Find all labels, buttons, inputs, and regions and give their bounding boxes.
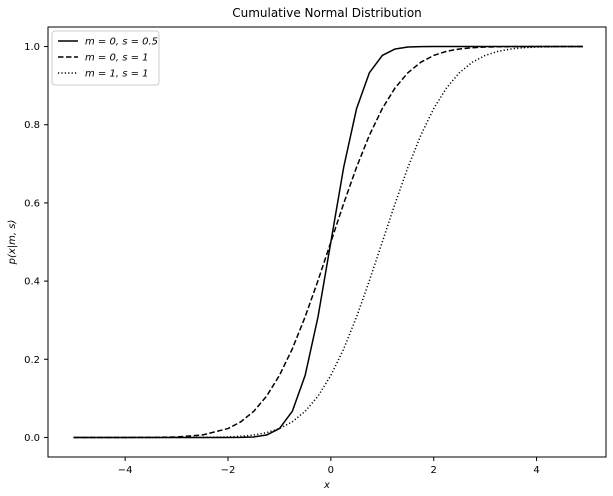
legend: m = 0, s = 0.5 m = 0, s = 1 m = 1, s = 1 (51, 30, 160, 86)
x-tick-label: −2 (221, 465, 236, 476)
y-tick-label: 0.4 (24, 277, 40, 288)
plot-area-frame (47, 26, 607, 458)
legend-box (51, 30, 160, 86)
x-tick-label: −4 (118, 465, 133, 476)
y-tick-label: 1.0 (24, 42, 40, 53)
series-layer (73, 45, 583, 439)
chart-title: Cumulative Normal Distribution (232, 6, 422, 20)
x-tick-label: 0 (328, 465, 334, 476)
series-line-2 (73, 45, 583, 439)
x-tick-label: 2 (431, 465, 437, 476)
x-axis-label: x (323, 480, 330, 491)
legend-label-2: m = 0, s = 1 (85, 53, 149, 64)
y-tick-label: 0.0 (24, 433, 40, 444)
y-tick-label: 0.6 (24, 198, 40, 209)
y-tick-label: 0.2 (24, 355, 40, 366)
x-tick-label: 4 (533, 465, 539, 476)
x-axis: −4 −2 0 2 4 (118, 457, 540, 476)
legend-label-1: m = 0, s = 0.5 (85, 37, 158, 48)
legend-label-3: m = 1, s = 1 (85, 69, 149, 80)
y-axis: 0.0 0.2 0.4 0.6 0.8 1.0 (24, 42, 48, 444)
y-tick-label: 0.8 (24, 120, 40, 131)
series-line-3 (73, 45, 583, 439)
y-axis-label: p(x|m, s) (7, 220, 18, 266)
